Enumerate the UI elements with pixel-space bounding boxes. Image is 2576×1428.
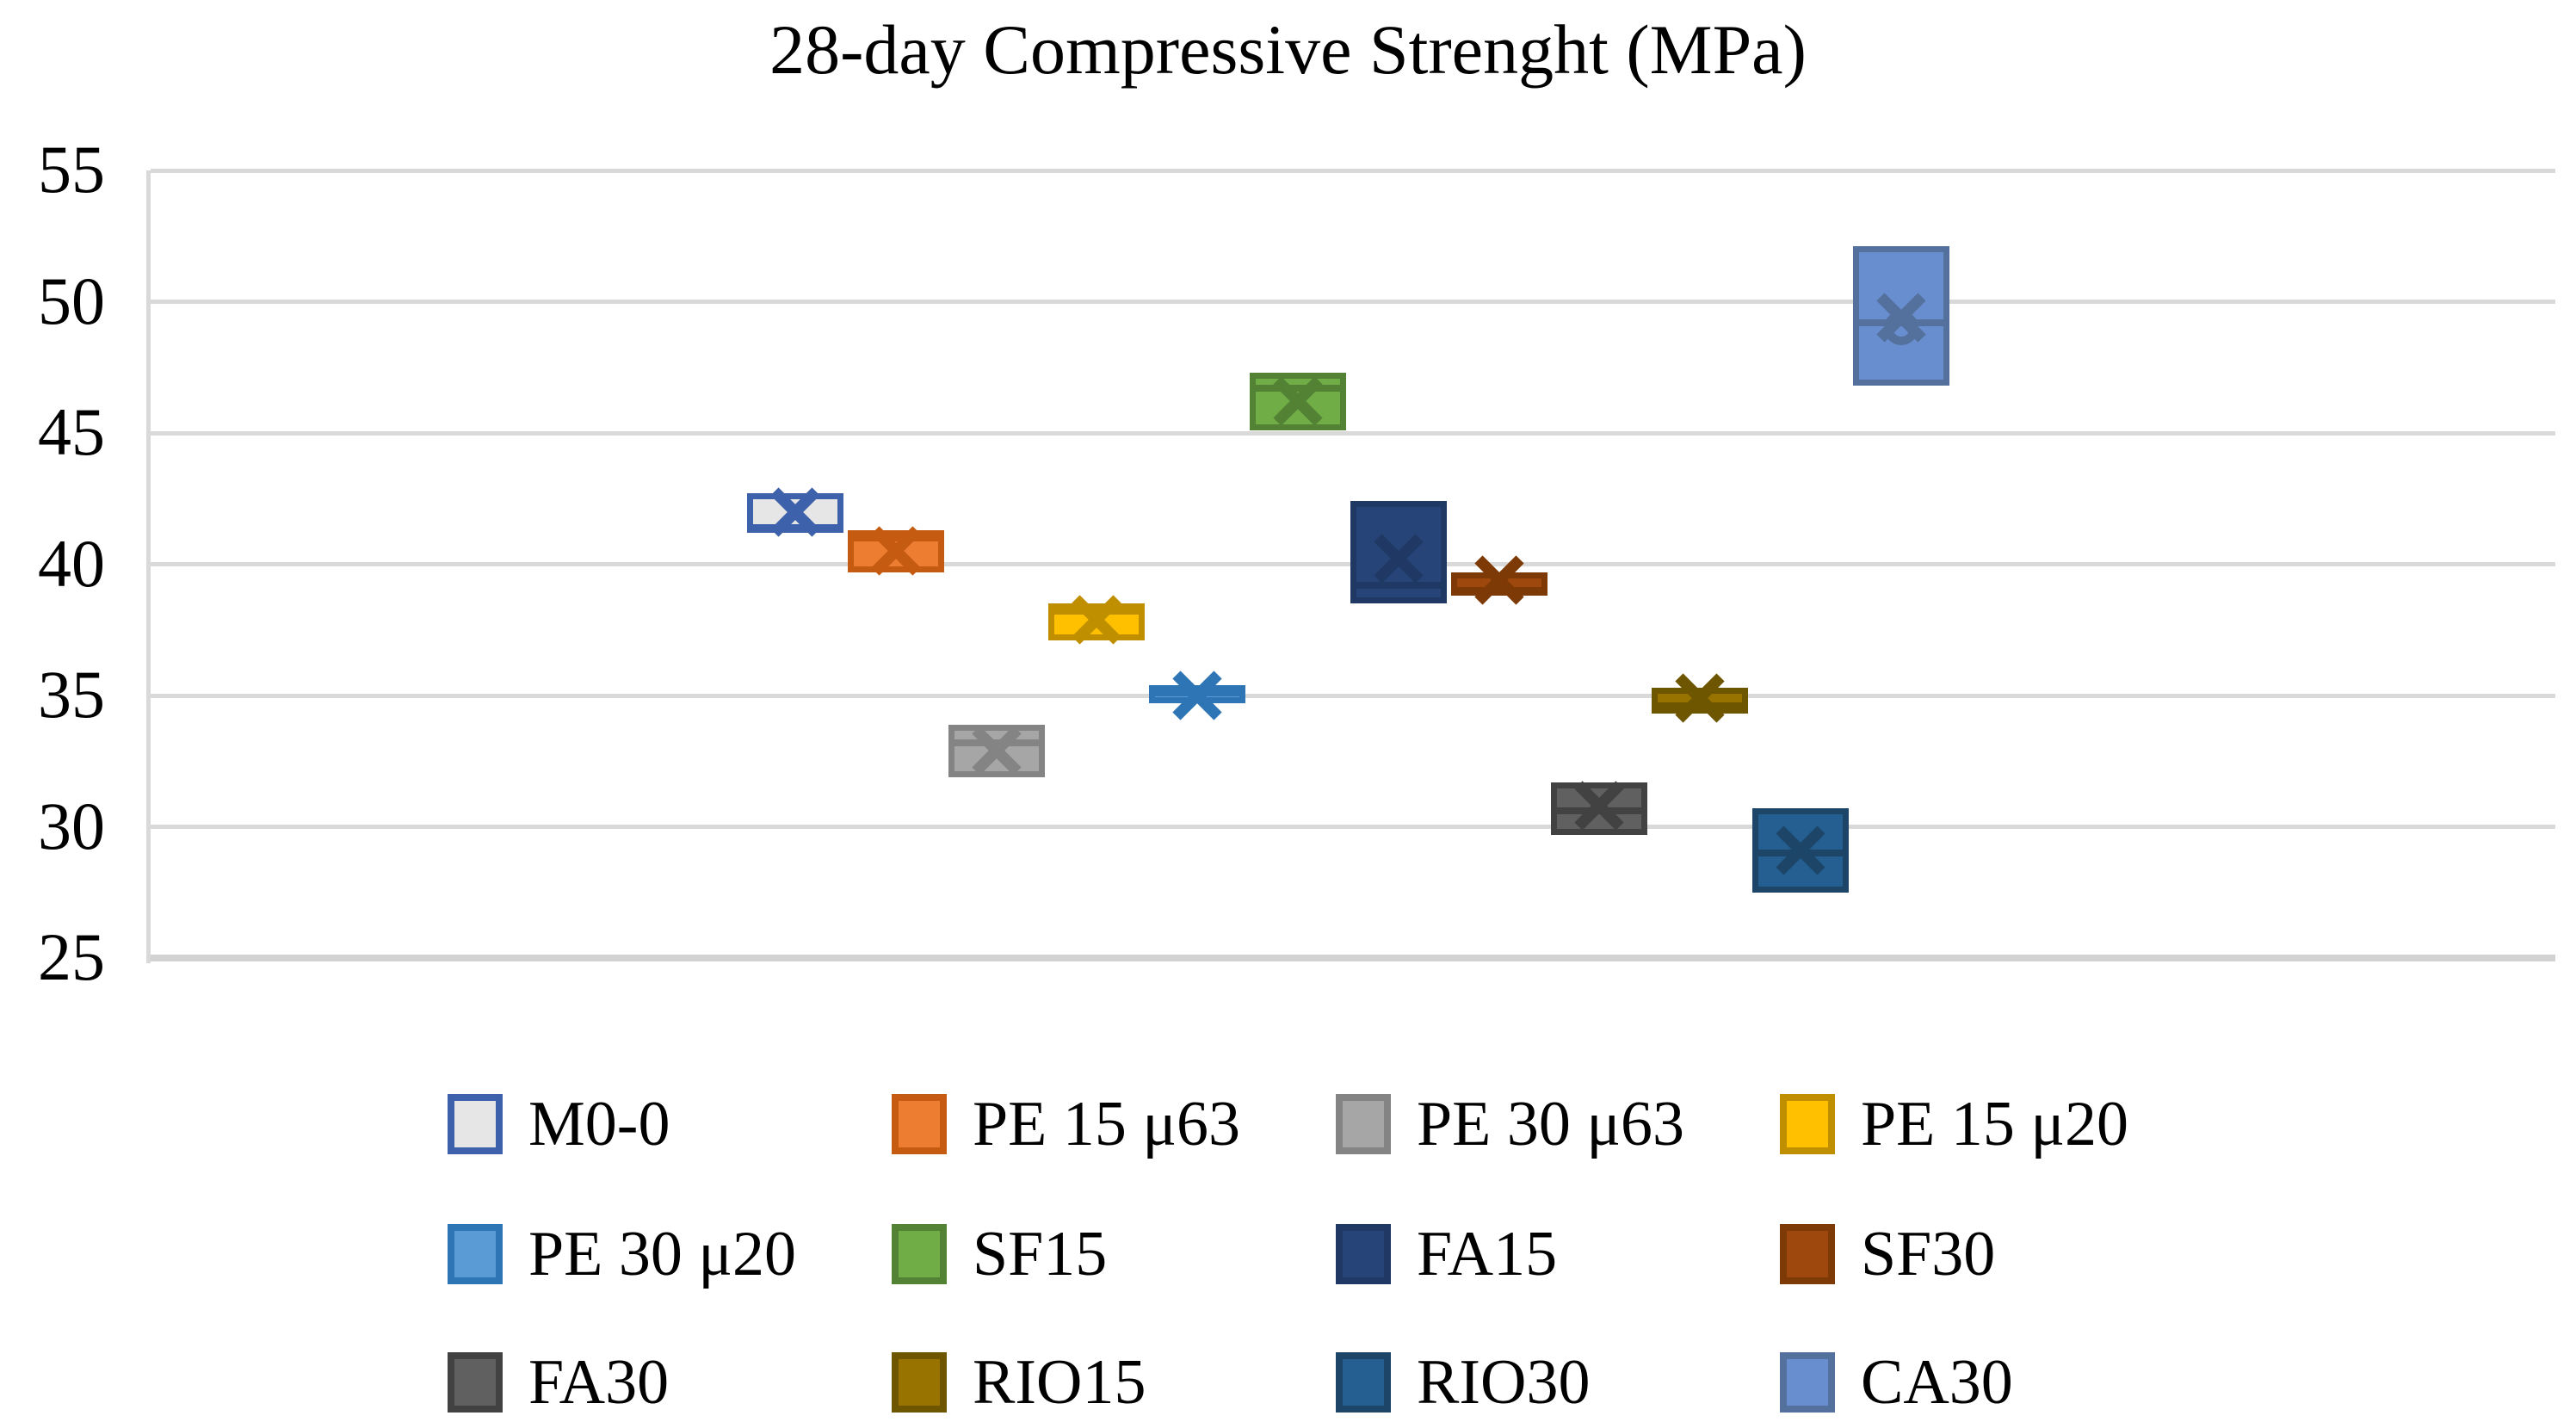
mean-x-marker (766, 483, 825, 541)
median-line (1456, 587, 1541, 594)
legend-swatch (892, 1224, 947, 1284)
legend-label: RIO15 (973, 1347, 1146, 1418)
gridline (151, 825, 2555, 829)
y-axis-tick-label: 35 (38, 657, 105, 732)
mean-x-marker (1269, 372, 1327, 430)
y-axis-line (146, 170, 151, 963)
legend-swatch (1780, 1352, 1835, 1413)
legend-item: PE 30 μ20 (448, 1220, 796, 1289)
gridline (151, 300, 2555, 304)
legend-label: RIO30 (1417, 1347, 1591, 1418)
legend-label: FA30 (528, 1347, 670, 1418)
legend-swatch (1780, 1224, 1835, 1284)
legend-item: RIO30 (1336, 1348, 1590, 1417)
mean-x-marker (1369, 529, 1428, 588)
y-axis-tick-label: 50 (38, 263, 105, 338)
y-axis-tick-label: 25 (38, 919, 105, 994)
median-line (1356, 581, 1441, 589)
legend-label: SF30 (1861, 1219, 1996, 1289)
legend-item: PE 15 μ20 (1780, 1090, 2128, 1159)
median-line (1256, 385, 1340, 393)
box-plot-box (1250, 372, 1346, 430)
legend-label: M0-0 (528, 1089, 670, 1159)
chart-title: 28-day Compressive Strenght (MPa) (769, 10, 1807, 89)
gridline (151, 430, 2555, 436)
y-axis-tick-label: 40 (38, 525, 105, 601)
legend-label: PE 15 μ20 (1861, 1089, 2129, 1159)
mean-x-marker (1168, 666, 1226, 725)
legend-item: CA30 (1780, 1348, 2013, 1417)
legend-swatch (448, 1224, 503, 1284)
legend-item: RIO15 (892, 1348, 1146, 1417)
legend-item: FA15 (1336, 1220, 1557, 1289)
legend-label: CA30 (1861, 1347, 2013, 1418)
mean-x-marker (1067, 590, 1126, 649)
legend-item: PE 30 μ63 (1336, 1090, 1684, 1159)
median-line (853, 535, 938, 541)
gridline (151, 168, 2555, 173)
y-axis-tick-label: 55 (38, 132, 105, 207)
gridline (151, 955, 2555, 961)
legend-item: FA30 (448, 1348, 669, 1417)
outlier-point (1883, 311, 1918, 345)
mean-x-marker (1570, 776, 1628, 835)
legend-item: SF15 (892, 1220, 1107, 1289)
legend-swatch (892, 1094, 947, 1154)
legend-swatch (1336, 1352, 1391, 1413)
mean-x-marker (867, 522, 925, 580)
mean-x-marker (1771, 821, 1830, 880)
y-axis-tick-label: 30 (38, 788, 105, 863)
gridline (151, 693, 2555, 698)
legend-label: PE 30 μ63 (1417, 1089, 1685, 1159)
mean-x-marker (1671, 669, 1729, 727)
legend-item: PE 15 μ63 (892, 1090, 1240, 1159)
legend-swatch (448, 1352, 503, 1413)
legend-label: SF15 (973, 1219, 1108, 1289)
median-line (753, 523, 837, 531)
y-axis-tick-label: 45 (38, 394, 105, 469)
legend-swatch (448, 1094, 503, 1154)
legend-swatch (1336, 1094, 1391, 1154)
legend-swatch (1336, 1224, 1391, 1284)
legend-label: FA15 (1417, 1219, 1558, 1289)
legend-item: SF30 (1780, 1220, 1995, 1289)
mean-x-marker (1470, 551, 1529, 609)
legend-swatch (1780, 1094, 1835, 1154)
mean-x-marker (967, 721, 1026, 780)
legend-label: PE 30 μ20 (528, 1219, 797, 1289)
legend-label: PE 15 μ63 (973, 1089, 1241, 1159)
legend-swatch (892, 1352, 947, 1413)
legend-item: M0-0 (448, 1090, 670, 1159)
